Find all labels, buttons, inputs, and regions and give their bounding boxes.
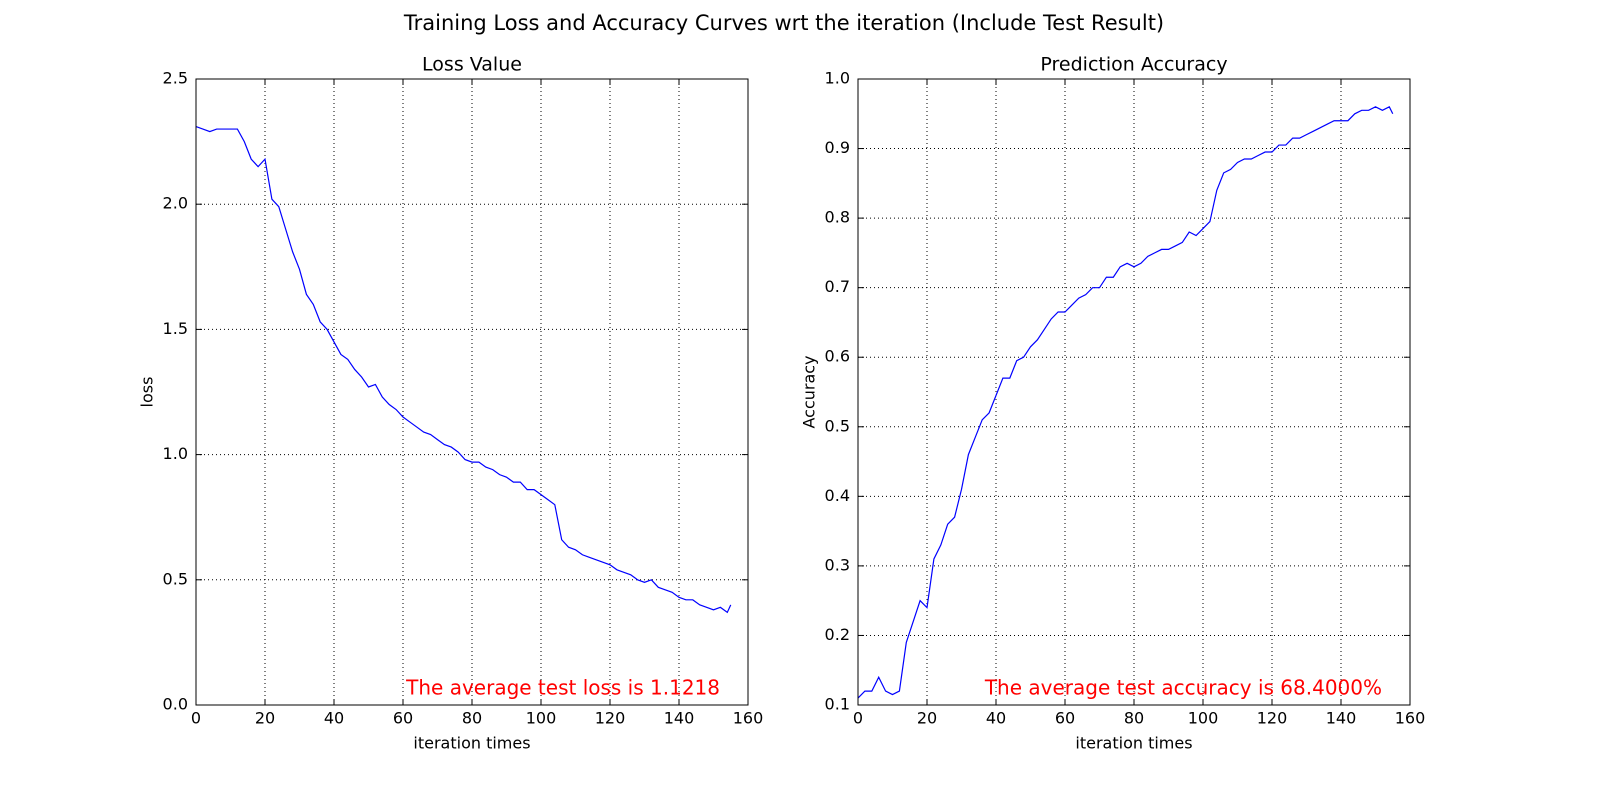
figure-title: Training Loss and Accuracy Curves wrt th… xyxy=(403,11,1164,35)
x-tick-label: 40 xyxy=(324,709,344,728)
y-tick-label: 0.0 xyxy=(163,695,188,714)
y-tick-label: 0.5 xyxy=(163,569,188,588)
x-tick-label: 0 xyxy=(853,709,863,728)
x-tick-label: 100 xyxy=(526,709,557,728)
x-tick-label: 40 xyxy=(986,709,1006,728)
x-tick-label: 160 xyxy=(1395,709,1426,728)
y-tick-label: 0.5 xyxy=(825,416,850,435)
y-axis-label: Accuracy xyxy=(800,355,819,428)
annotation: The average test accuracy is 68.4000% xyxy=(984,676,1382,700)
x-axis-label: iteration times xyxy=(1075,734,1192,753)
x-axis-label: iteration times xyxy=(413,734,530,753)
y-tick-label: 0.6 xyxy=(825,347,850,366)
x-tick-label: 80 xyxy=(462,709,482,728)
subplot-title: Prediction Accuracy xyxy=(1040,54,1227,76)
y-tick-label: 2.5 xyxy=(163,69,188,88)
loss-line xyxy=(195,126,732,614)
y-axis-label: loss xyxy=(138,377,157,408)
x-tick-label: 20 xyxy=(255,709,275,728)
y-tick-label: 0.7 xyxy=(825,277,850,296)
y-tick-label: 0.8 xyxy=(825,208,850,227)
y-tick-label: 0.2 xyxy=(825,625,850,644)
y-tick-label: 0.3 xyxy=(825,555,850,574)
y-tick-label: 1.5 xyxy=(163,319,188,338)
x-tick-label: 0 xyxy=(191,709,201,728)
y-tick-label: 2.0 xyxy=(163,194,188,213)
axes-frame xyxy=(857,78,1411,706)
annotation: The average test loss is 1.1218 xyxy=(405,676,720,700)
x-tick-label: 160 xyxy=(733,709,764,728)
x-tick-label: 140 xyxy=(664,709,695,728)
x-tick-label: 60 xyxy=(393,709,413,728)
y-tick-label: 1.0 xyxy=(825,69,850,88)
x-tick-label: 60 xyxy=(1055,709,1075,728)
y-tick-label: 1.0 xyxy=(163,444,188,463)
x-tick-label: 120 xyxy=(1257,709,1288,728)
y-tick-label: 0.1 xyxy=(825,695,850,714)
y-tick-label: 0.4 xyxy=(825,486,850,505)
x-tick-label: 100 xyxy=(1188,709,1219,728)
loss-line xyxy=(857,106,1394,699)
subplot-title: Loss Value xyxy=(422,54,522,76)
x-tick-label: 20 xyxy=(917,709,937,728)
x-tick-label: 140 xyxy=(1326,709,1357,728)
axes-frame xyxy=(195,78,749,706)
x-tick-label: 80 xyxy=(1124,709,1144,728)
x-tick-label: 120 xyxy=(595,709,626,728)
y-tick-label: 0.9 xyxy=(825,138,850,157)
